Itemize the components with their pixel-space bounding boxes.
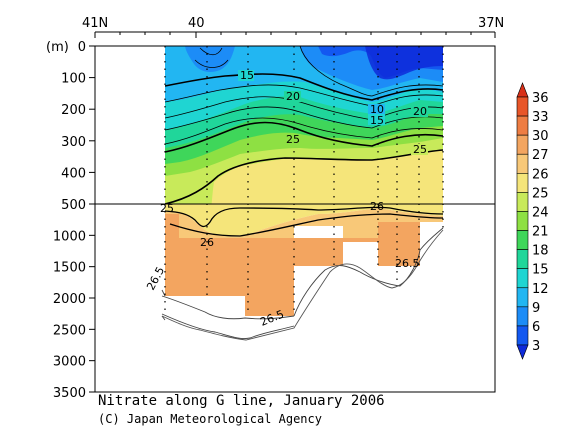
depth-tick-label: 3000 [53,355,86,370]
sigma-label-26-5-right: 26.5 [395,257,420,270]
chart-title: Nitrate along G line, January 2006 [98,393,385,409]
depth-tick-label: 300 [61,135,86,150]
y-axis-unit: (m) [46,40,69,55]
contour-label-15-right: 15 [370,114,384,127]
colorbar-swatch [516,306,529,327]
colorbar-swatch [516,268,529,289]
colorbar-swatch [516,173,529,193]
colorbar-top-arrow [516,82,529,98]
depth-tick-label: 100 [61,72,86,87]
chart-credit: (C) Japan Meteorological Agency [98,412,322,426]
upper-thick-contours [164,73,444,205]
colorbar-bottom-arrow [516,344,529,360]
depth-tick-label: 1500 [53,261,86,276]
lower-thin-lines [161,227,444,339]
depth-tick-label: 3500 [53,386,86,401]
colorbar-swatch [516,325,529,346]
colorbar-swatch [516,134,529,155]
sigma-label-25-left: 25 [160,202,174,215]
colorbar-label: 27 [532,148,549,163]
sigma-label-25-right: 26 [370,200,384,213]
colorbar-label: 6 [532,320,540,335]
contour-label-15-left: 15 [240,69,254,82]
colorbar-swatch [516,249,529,269]
contour-label-25-right: 25 [413,143,427,156]
plot-frame [94,45,496,393]
lower-contour-lines [164,206,444,237]
colorbar-label: 33 [532,110,549,125]
contour-label-10: 10 [370,103,384,116]
depth-tick-label: 200 [61,103,86,118]
upper-panel-fill [165,46,443,222]
colorbar-label: 12 [532,282,549,297]
contour-label-25-left: 25 [286,133,300,146]
upper-contour-lines [164,45,444,145]
colorbar-label: 36 [532,91,549,106]
sigma-label-26: 26 [200,236,214,249]
colorbar-label: 25 [532,186,549,201]
colorbar-swatch [516,115,529,136]
depth-tick-label: 400 [61,166,86,181]
colorbar-swatch [516,153,529,174]
depth-tick-label: 2000 [53,292,86,307]
lower-panel-fill [165,204,443,316]
contour-label-20-left: 20 [286,90,300,103]
colorbar-label: 18 [532,244,549,259]
colorbar-swatch [516,211,529,231]
contour-label-20-right: 20 [413,105,427,118]
top-lat-axis: 41N 40 37N [82,16,504,38]
depth-tick-label: 1000 [53,229,86,244]
depth-tick-label: 2500 [53,323,86,338]
lat-label-37n: 37N [478,16,504,31]
colorbar-swatch [516,192,529,212]
lat-label-40: 40 [188,16,205,31]
colorbar-label: 3 [532,339,540,354]
contour-labels: 15 20 10 15 20 25 25 [238,69,428,156]
colorbar-label: 26 [532,167,549,182]
colorbar-label: 21 [532,225,549,240]
depth-tick-label: 0 [78,40,86,55]
lat-label-41n: 41N [82,16,108,31]
depth-tick-label: 500 [61,198,86,213]
bottom-topography [161,229,444,341]
colorbar-swatch [516,96,529,117]
colorbar: 36 33 30 27 26 25 24 21 18 15 12 9 6 3 [516,82,549,360]
colorbar-label: 30 [532,129,549,144]
depth-axis: 0 100 200 300 400 500 1000 1500 2000 2500 3000 3500 [53,40,95,401]
colorbar-label: 9 [532,301,540,316]
colorbar-swatch [516,230,529,250]
colorbar-label: 15 [532,263,549,278]
colorbar-swatch [516,287,529,308]
colorbar-label: 24 [532,205,549,220]
